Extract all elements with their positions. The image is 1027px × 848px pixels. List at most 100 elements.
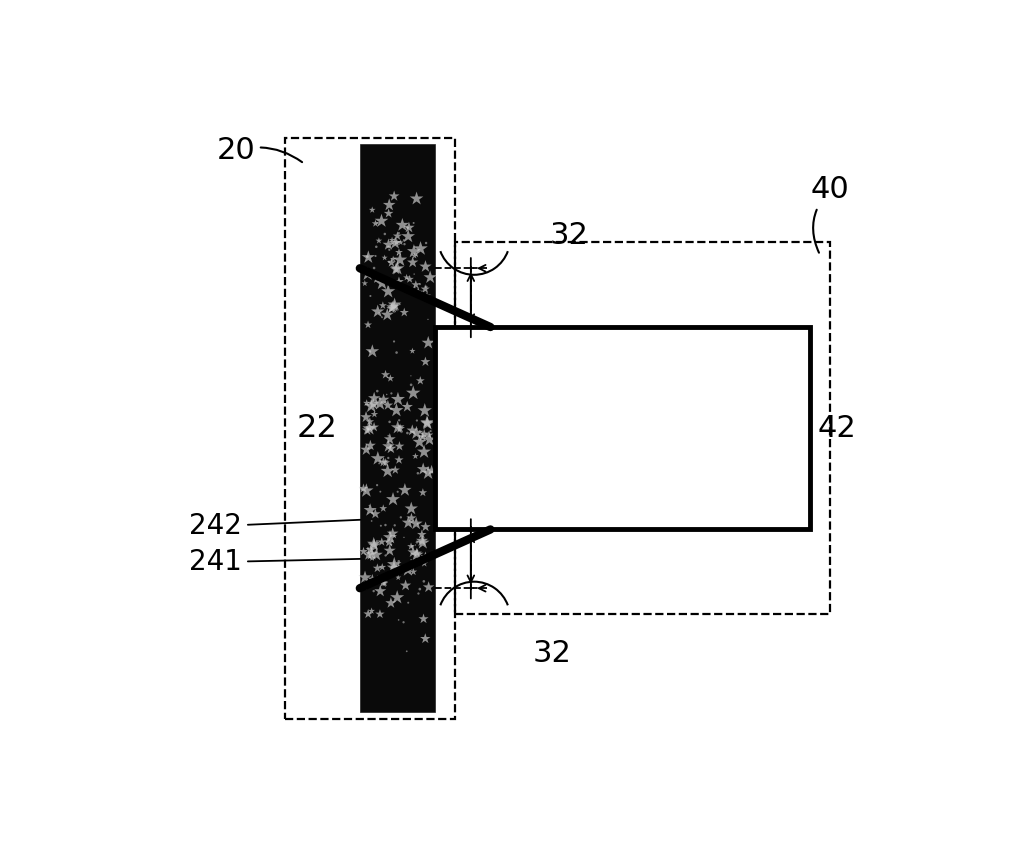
Point [364, 204, 380, 217]
Point [383, 442, 400, 455]
Point [417, 404, 433, 417]
Point [366, 261, 382, 275]
Point [398, 271, 415, 284]
Point [360, 422, 377, 436]
Point [380, 439, 396, 453]
Point [415, 430, 431, 444]
Point [381, 535, 397, 549]
Point [395, 233, 412, 247]
Point [375, 576, 391, 589]
Point [412, 583, 428, 596]
Point [420, 466, 436, 480]
Point [396, 305, 413, 319]
Point [415, 486, 431, 499]
Point [400, 427, 416, 440]
Point [382, 531, 398, 544]
Point [358, 443, 375, 456]
Point [369, 561, 385, 575]
Point [419, 416, 435, 429]
Point [386, 189, 403, 203]
Point [414, 534, 430, 548]
Point [357, 410, 374, 424]
Point [403, 553, 419, 566]
Point [403, 502, 419, 516]
Point [389, 229, 406, 243]
Point [415, 536, 431, 550]
Point [384, 233, 401, 247]
Point [416, 556, 432, 570]
Point [380, 240, 396, 254]
Point [375, 393, 391, 406]
Point [408, 427, 424, 440]
Point [379, 388, 395, 401]
Point [378, 456, 394, 470]
Point [408, 538, 424, 552]
Point [416, 427, 432, 441]
Point [364, 605, 380, 618]
Point [359, 267, 376, 281]
Point [392, 421, 409, 435]
Point [359, 542, 376, 555]
Point [369, 534, 385, 548]
Point [365, 572, 381, 586]
Point [404, 424, 420, 438]
Point [374, 535, 390, 549]
Point [374, 276, 390, 290]
Point [405, 545, 421, 559]
Text: 32: 32 [533, 639, 572, 668]
Point [412, 374, 428, 388]
Text: 42: 42 [817, 414, 855, 443]
Point [383, 596, 400, 610]
Point [366, 538, 382, 552]
Point [371, 457, 387, 471]
Point [377, 227, 393, 241]
Point [380, 207, 396, 220]
Point [372, 397, 388, 410]
Point [383, 538, 400, 551]
Point [375, 298, 391, 312]
Point [405, 344, 421, 358]
Point [383, 302, 400, 315]
Point [406, 244, 422, 258]
Point [416, 445, 432, 459]
Point [400, 400, 416, 414]
Point [414, 527, 430, 541]
Point [356, 276, 373, 290]
Point [392, 510, 409, 524]
Text: 32: 32 [549, 221, 588, 250]
Point [366, 398, 382, 411]
Point [369, 271, 385, 285]
Point [377, 549, 393, 562]
Point [408, 517, 424, 531]
Point [359, 607, 376, 621]
Point [403, 378, 419, 392]
Point [385, 252, 402, 265]
Point [373, 519, 389, 533]
Point [377, 577, 393, 590]
Point [421, 433, 438, 447]
Point [360, 549, 377, 562]
Point [376, 572, 392, 585]
Point [387, 262, 404, 276]
Point [375, 455, 391, 469]
Point [400, 230, 416, 243]
Point [391, 439, 408, 453]
Point [355, 544, 372, 558]
Point [417, 632, 433, 645]
Point [384, 300, 401, 314]
Point [367, 577, 383, 591]
Point [364, 514, 380, 527]
Text: 241: 241 [189, 548, 360, 576]
Point [409, 535, 425, 549]
Point [381, 198, 397, 212]
Point [366, 584, 382, 598]
Point [403, 369, 419, 382]
Point [386, 298, 403, 311]
Point [422, 271, 439, 284]
Point [401, 516, 417, 529]
Point [380, 238, 396, 252]
Point [386, 561, 403, 575]
Text: 40: 40 [810, 176, 849, 253]
Point [397, 578, 414, 592]
Point [389, 485, 406, 499]
